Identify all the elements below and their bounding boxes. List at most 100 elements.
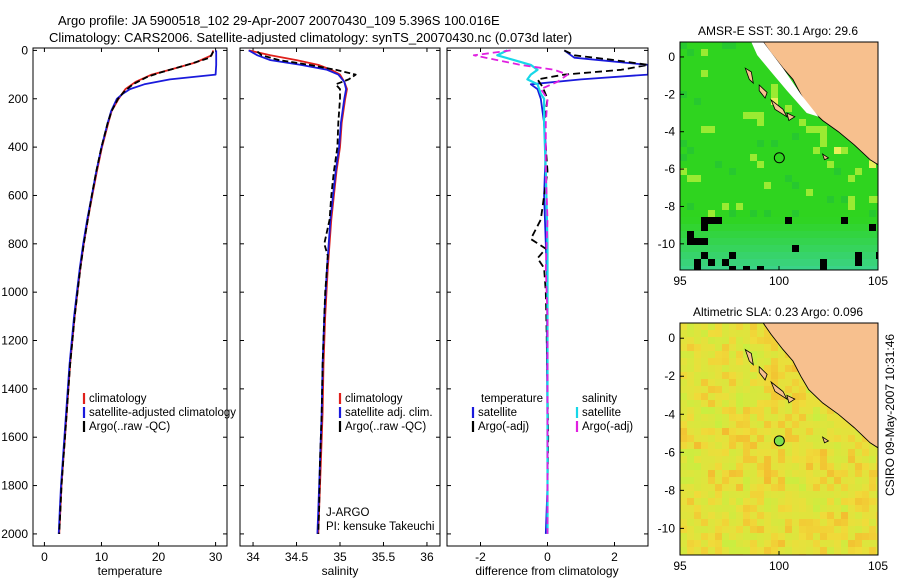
- temperature-series: [57, 50, 218, 534]
- map-cell: [729, 344, 737, 352]
- map-cell: [820, 477, 828, 485]
- land-mass: [762, 323, 878, 449]
- map-cell: [729, 175, 737, 183]
- map-cell: [694, 91, 702, 99]
- map-cell: [680, 463, 688, 471]
- map-cell: [708, 414, 716, 422]
- map-cell: [764, 147, 772, 155]
- map-cell: [855, 456, 863, 464]
- map-cell: [680, 196, 688, 204]
- map-cell: [715, 259, 723, 267]
- map-cell: [680, 484, 688, 492]
- series-line-argo-raw-qc: [58, 51, 215, 534]
- map-cell: [729, 526, 737, 534]
- map-cell: [680, 379, 688, 387]
- map-cell: [743, 189, 751, 197]
- map-cell: [750, 154, 758, 162]
- map-cell: [841, 203, 849, 211]
- map-cell: [701, 400, 709, 408]
- map-cell: [701, 245, 709, 253]
- map-cell: [722, 70, 730, 78]
- map-cell: [820, 484, 828, 492]
- map-cell: [687, 456, 695, 464]
- map-cell: [757, 470, 765, 478]
- map-cell: [813, 540, 821, 548]
- map-cell: [799, 435, 807, 443]
- map-cell: [813, 119, 821, 127]
- map-cell: [841, 484, 849, 492]
- map-cell: [687, 337, 695, 345]
- map-cell: [715, 428, 723, 436]
- map-cell: [764, 259, 772, 267]
- map-cell: [729, 259, 737, 267]
- map-cell: [806, 540, 814, 548]
- map-cell: [848, 470, 856, 478]
- map-cell: [799, 533, 807, 541]
- map-cell: [736, 105, 744, 113]
- map-cell: [785, 386, 793, 394]
- map-cell: [680, 168, 688, 176]
- map-cell: [827, 421, 835, 429]
- map-cell: [694, 533, 702, 541]
- map-cell: [764, 505, 772, 513]
- map-cell: [750, 351, 758, 359]
- map-cell: [694, 491, 702, 499]
- map-cell: [694, 477, 702, 485]
- map-cell: [736, 175, 744, 183]
- map-cell: [715, 91, 723, 99]
- map-cell: [701, 56, 709, 64]
- map-cell: [722, 498, 730, 506]
- map-cell: [799, 210, 807, 218]
- map-cell: [680, 442, 688, 450]
- map-cell: [813, 259, 821, 267]
- map-cell: [687, 133, 695, 141]
- map-cell: [827, 266, 835, 270]
- map-cell: [708, 140, 716, 148]
- map-cell: [862, 238, 870, 246]
- map-cell: [687, 140, 695, 148]
- map-cell: [736, 98, 744, 106]
- map-cell: [813, 407, 821, 415]
- map-cell: [701, 189, 709, 197]
- map-cell: [687, 491, 695, 499]
- title-line-2: Climatology: CARS2006. Satellite-adjuste…: [49, 30, 572, 45]
- map-cell: [701, 484, 709, 492]
- map-cell: [736, 337, 744, 345]
- map-cell: [729, 400, 737, 408]
- island: [821, 153, 830, 161]
- map-cell: [715, 463, 723, 471]
- map-cell: [757, 400, 765, 408]
- map-cell: [771, 491, 779, 499]
- xtick-label: 36: [420, 550, 434, 564]
- xtick-label: 35: [333, 550, 347, 564]
- map-cell: [701, 365, 709, 373]
- map-cell: [820, 140, 828, 148]
- map-cell: [743, 217, 751, 225]
- map-cell: [771, 77, 779, 85]
- map-cell: [736, 498, 744, 506]
- map-cell: [855, 533, 863, 541]
- map-cell: [827, 224, 835, 232]
- map-cell: [792, 400, 800, 408]
- map-cell: [764, 210, 772, 218]
- map-cell: [813, 526, 821, 534]
- ytick-label: 1000: [1, 285, 28, 299]
- map-cell: [708, 491, 716, 499]
- map-cell: [757, 196, 765, 204]
- map-cell: [694, 428, 702, 436]
- map-cell: [757, 442, 765, 450]
- map-cell: [771, 119, 779, 127]
- map-cell: [750, 196, 758, 204]
- map-cell: [750, 337, 758, 345]
- map-cell: [764, 470, 772, 478]
- map-cell: [715, 49, 723, 57]
- map-cell: [862, 189, 870, 197]
- map-cell: [701, 266, 709, 270]
- map-cell: [708, 526, 716, 534]
- map-cell: [799, 428, 807, 436]
- map-cell: [841, 217, 849, 225]
- legend-heading-temperature: temperature: [481, 393, 543, 405]
- map-cell: [680, 217, 688, 225]
- map-cell: [764, 252, 772, 260]
- map-cell: [680, 63, 688, 71]
